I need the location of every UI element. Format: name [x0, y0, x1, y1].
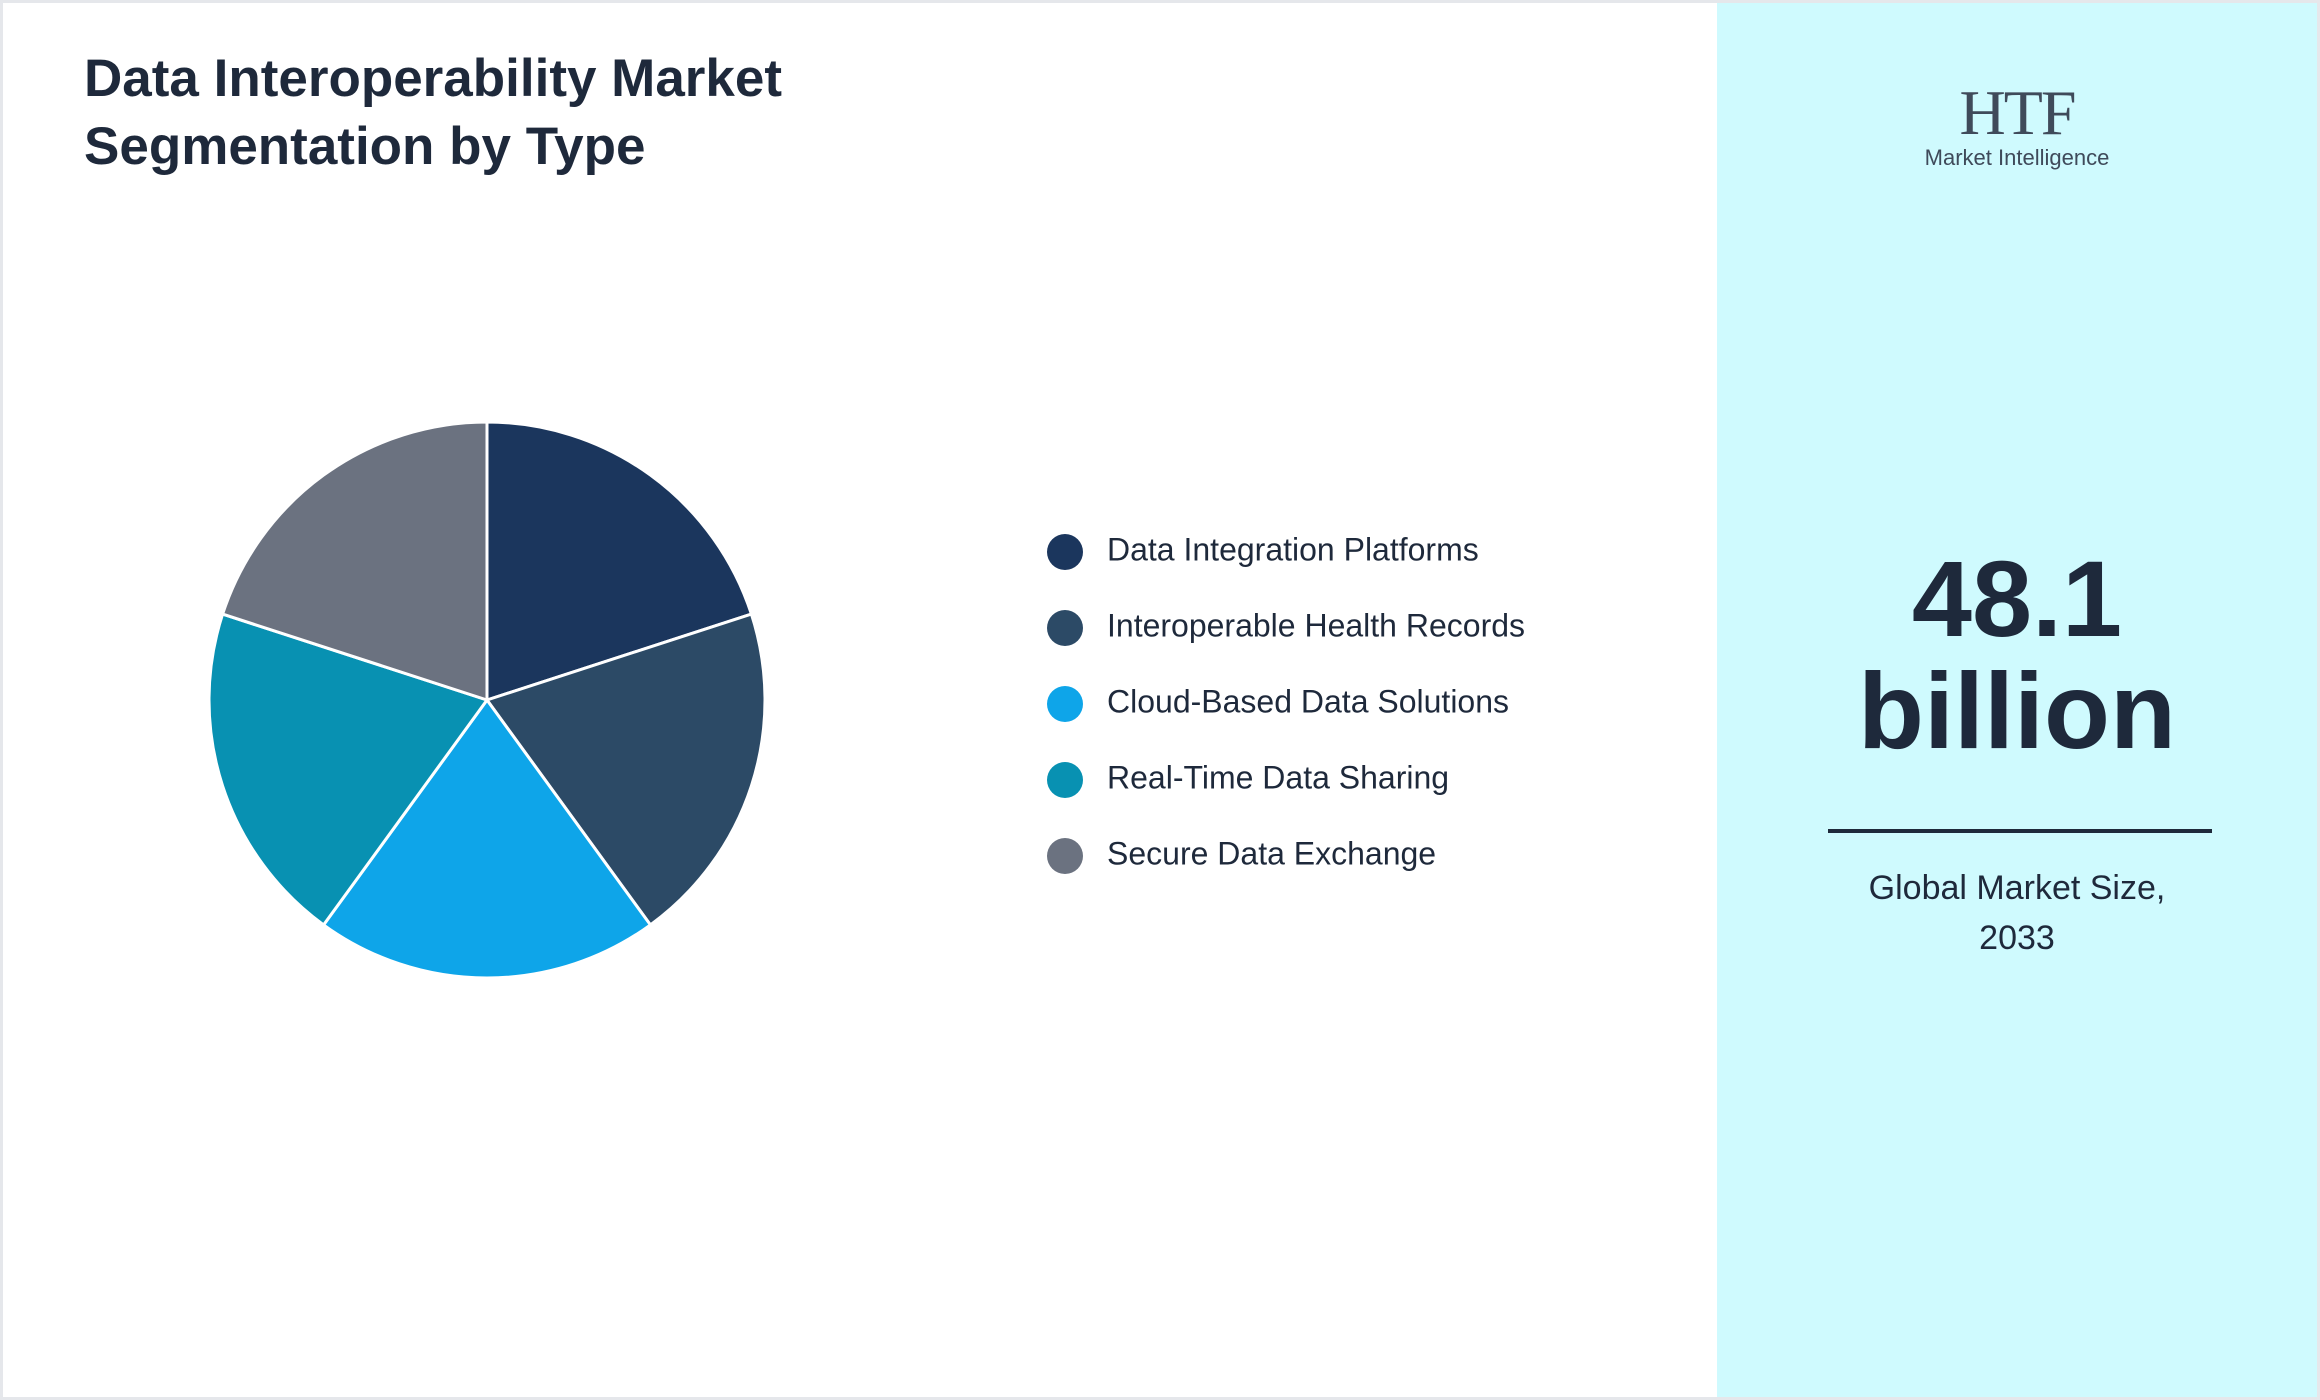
- legend-label: Cloud-Based Data Solutions: [1107, 683, 1509, 719]
- pie-slice: [207, 612, 490, 928]
- side-panel: HTF Market Intelligence 48.1 billion Glo…: [1717, 3, 2317, 1397]
- pie-slice: [485, 420, 754, 703]
- chart-title: Data Interoperability Market Segmentatio…: [84, 49, 783, 176]
- market-size: 48.1 billion: [1858, 538, 2176, 771]
- legend-label: Data Integration Platforms: [1107, 531, 1479, 567]
- pie-slice: [484, 612, 767, 928]
- legend-swatch: [1047, 762, 1083, 798]
- legend-swatch: [1047, 838, 1083, 874]
- legend-swatch: [1047, 686, 1083, 722]
- logo-mark: HTF: [1959, 77, 2077, 148]
- legend-label: Secure Data Exchange: [1107, 835, 1436, 871]
- divider: [1828, 829, 2212, 833]
- pie-slice: [220, 420, 489, 703]
- market-size-label: Global Market Size, 2033: [1868, 869, 2166, 957]
- legend-label: Real-Time Data Sharing: [1107, 759, 1449, 795]
- logo-tagline: Market Intelligence: [1924, 145, 2110, 170]
- pie-slice: [321, 697, 653, 980]
- logo: HTF Market Intelligence: [1717, 81, 2317, 171]
- legend-label: Interoperable Health Records: [1107, 607, 1525, 643]
- legend-swatch: [1047, 610, 1083, 646]
- chart: Data Integration Platforms Interoperable …: [207, 420, 1525, 980]
- legend-swatch: [1047, 534, 1083, 570]
